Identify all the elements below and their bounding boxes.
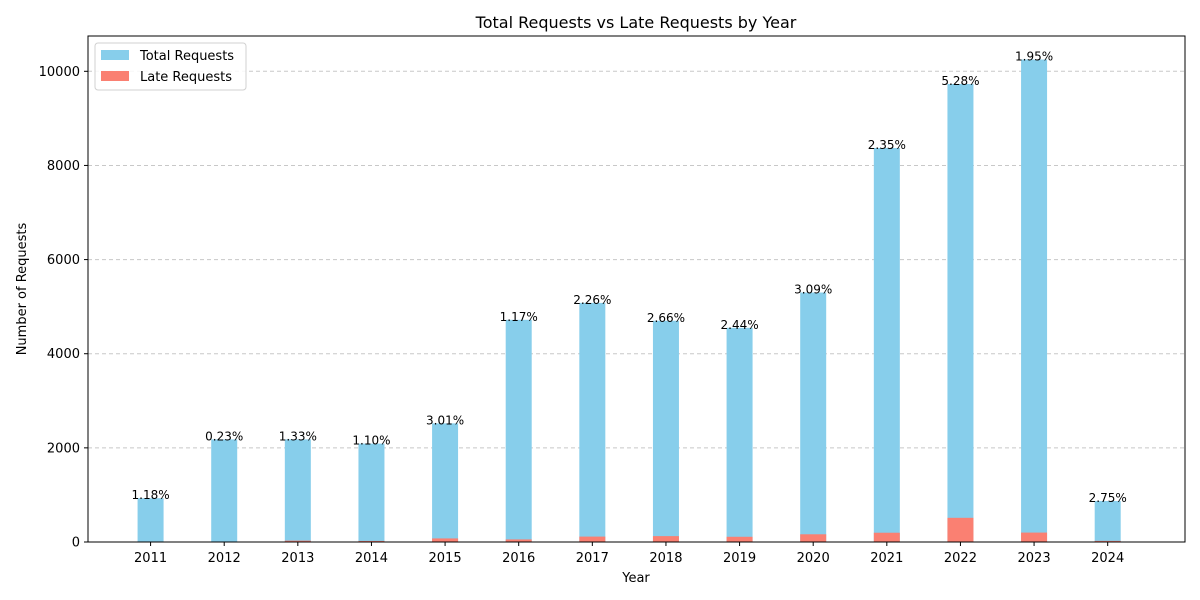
bar-late-2014 — [358, 540, 385, 542]
x-tick-label-2017: 2017 — [576, 551, 609, 566]
bar-total-2023 — [1021, 59, 1048, 543]
legend-label-total-requests: Total Requests — [139, 49, 234, 64]
x-tick-label-2012: 2012 — [208, 551, 241, 566]
x-tick-label-2021: 2021 — [870, 551, 903, 566]
bar-late-2018 — [652, 536, 679, 542]
bar-late-2021 — [873, 532, 900, 542]
y-tick-label: 8000 — [47, 159, 80, 174]
data-label-2015: 3.01% — [426, 413, 464, 427]
bar-total-2022 — [947, 84, 974, 542]
x-tick-label-2018: 2018 — [649, 551, 682, 566]
bar-total-2016 — [505, 319, 532, 542]
legend-box — [94, 42, 247, 91]
bar-late-2015 — [432, 538, 459, 542]
bar-total-2012 — [211, 439, 238, 542]
data-label-2014: 1.10% — [352, 434, 390, 448]
bar-late-2022 — [947, 517, 974, 542]
bar-total-2024 — [1094, 501, 1121, 542]
bar-total-2018 — [652, 320, 679, 542]
data-label-2019: 2.44% — [721, 318, 759, 332]
x-axis-label: Year — [621, 571, 650, 586]
x-tick-label-2013: 2013 — [281, 551, 314, 566]
bar-total-2020 — [800, 292, 827, 542]
x-tick-label-2011: 2011 — [134, 551, 167, 566]
data-label-2018: 2.66% — [647, 311, 685, 325]
data-label-2021: 2.35% — [868, 138, 906, 152]
data-label-2020: 3.09% — [794, 283, 832, 297]
x-tick-label-2016: 2016 — [502, 551, 535, 566]
data-label-2011: 1.18% — [132, 488, 170, 502]
data-label-2013: 1.33% — [279, 429, 317, 443]
y-axis-label: Number of Requests — [15, 222, 30, 355]
bar-late-2017 — [579, 536, 606, 542]
x-tick-label-2014: 2014 — [355, 551, 388, 566]
bar-total-2019 — [726, 327, 753, 542]
legend-swatch-total-requests — [101, 50, 129, 60]
bar-total-2014 — [358, 443, 385, 542]
plot-frame — [87, 35, 1186, 543]
x-axis-ticks: 2011 2012 2013 2014 2015 2016 2017 2018 2019 2020… — [134, 542, 1124, 566]
x-tick-label-2020: 2020 — [797, 551, 830, 566]
bar-total-2021 — [873, 148, 900, 542]
data-label-2023: 1.95% — [1015, 50, 1053, 64]
y-tick-label: 4000 — [47, 347, 80, 362]
x-tick-label-2019: 2019 — [723, 551, 756, 566]
x-tick-label-2023: 2023 — [1018, 551, 1051, 566]
x-tick-label-2024: 2024 — [1091, 551, 1124, 566]
bar-late-2013 — [284, 540, 311, 542]
legend-label-late-requests: Late Requests — [140, 70, 232, 85]
bar-late-2019 — [726, 536, 753, 542]
y-axis-ticks: 0 2000 4000 6000 8000 10000 — [39, 65, 88, 551]
y-tick-label: 0 — [72, 536, 80, 551]
bar-total-2017 — [579, 302, 606, 542]
data-label-2017: 2.26% — [573, 293, 611, 307]
bars — [137, 59, 1121, 543]
data-label-2024: 2.75% — [1089, 491, 1127, 505]
legend-swatch-late-requests — [101, 71, 129, 81]
gridlines — [88, 70, 1185, 449]
bar-late-2024 — [1094, 540, 1121, 542]
bar-total-2011 — [137, 498, 164, 542]
data-label-2022: 5.28% — [941, 74, 979, 88]
bar-total-2015 — [432, 423, 459, 542]
bar-total-2013 — [284, 439, 311, 542]
bar-late-2023 — [1021, 532, 1048, 542]
y-tick-label: 10000 — [39, 65, 80, 80]
x-tick-label-2015: 2015 — [429, 551, 462, 566]
x-tick-label-2022: 2022 — [944, 551, 977, 566]
data-labels: 1.18% 0.23% 1.33% 1.10% 3.01% 1.17% 2.26% 2.66%… — [132, 50, 1127, 506]
bar-late-2020 — [800, 534, 827, 542]
y-tick-label: 2000 — [47, 441, 80, 456]
bar-late-2016 — [505, 539, 532, 542]
legend: Total Requests Late Requests — [94, 42, 247, 91]
data-label-2016: 1.17% — [500, 310, 538, 324]
data-label-2012: 0.23% — [205, 429, 243, 443]
y-tick-label: 6000 — [47, 253, 80, 268]
chart-title: Total Requests vs Late Requests by Year — [475, 13, 797, 32]
